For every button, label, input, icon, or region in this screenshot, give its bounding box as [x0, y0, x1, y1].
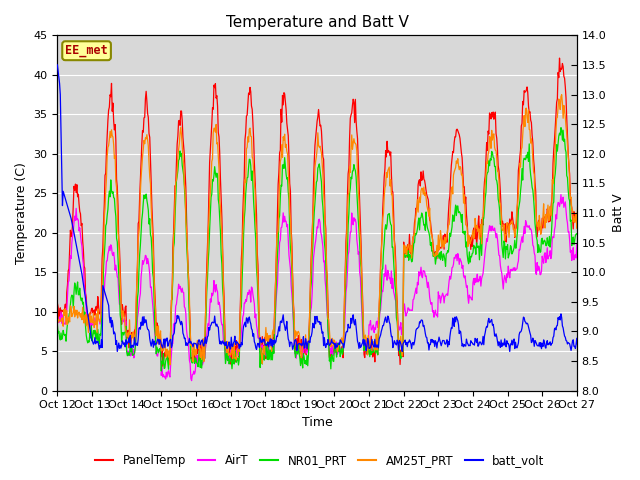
NR01_PRT: [221, 343, 228, 348]
PanelTemp: [248, 107, 256, 112]
PanelTemp: [392, 260, 399, 265]
NR01_PRT: [557, 125, 565, 131]
X-axis label: Time: Time: [301, 416, 333, 429]
PanelTemp: [423, 192, 431, 198]
batt_volt: [118, 338, 126, 344]
Line: PanelTemp: PanelTemp: [58, 58, 611, 366]
NR01_PRT: [269, 344, 277, 349]
AM25T_PRT: [166, 362, 174, 368]
AirT: [607, 240, 614, 246]
batt_volt: [506, 348, 513, 354]
AirT: [221, 344, 228, 350]
AM25T_PRT: [423, 203, 431, 208]
AirT: [54, 318, 61, 324]
Title: Temperature and Batt V: Temperature and Batt V: [226, 15, 408, 30]
NR01_PRT: [392, 288, 399, 294]
batt_volt: [422, 334, 430, 340]
PanelTemp: [269, 335, 277, 341]
AirT: [269, 348, 277, 353]
batt_volt: [248, 326, 255, 332]
NR01_PRT: [607, 240, 614, 246]
batt_volt: [220, 339, 228, 345]
AM25T_PRT: [54, 312, 61, 317]
Legend: PanelTemp, AirT, NR01_PRT, AM25T_PRT, batt_volt: PanelTemp, AirT, NR01_PRT, AM25T_PRT, ba…: [91, 449, 549, 472]
PanelTemp: [607, 213, 614, 219]
AM25T_PRT: [607, 211, 614, 217]
batt_volt: [269, 344, 276, 350]
NR01_PRT: [54, 322, 61, 328]
NR01_PRT: [157, 368, 165, 374]
AM25T_PRT: [593, 90, 600, 96]
AirT: [557, 192, 565, 197]
batt_volt: [607, 340, 614, 346]
AirT: [188, 378, 195, 384]
AirT: [248, 285, 256, 291]
AirT: [118, 314, 126, 320]
AM25T_PRT: [118, 317, 126, 323]
NR01_PRT: [248, 168, 256, 174]
Line: NR01_PRT: NR01_PRT: [58, 128, 611, 371]
AirT: [392, 299, 399, 304]
Text: EE_met: EE_met: [65, 44, 108, 57]
PanelTemp: [118, 302, 126, 308]
Y-axis label: Batt V: Batt V: [612, 194, 625, 232]
batt_volt: [54, 62, 61, 68]
Line: AirT: AirT: [58, 194, 611, 381]
AM25T_PRT: [392, 266, 399, 272]
AM25T_PRT: [221, 324, 228, 329]
PanelTemp: [221, 324, 228, 330]
NR01_PRT: [423, 221, 431, 227]
Line: batt_volt: batt_volt: [58, 65, 611, 351]
PanelTemp: [556, 55, 563, 61]
AirT: [423, 278, 431, 284]
PanelTemp: [54, 300, 61, 306]
batt_volt: [391, 339, 399, 345]
AM25T_PRT: [248, 154, 256, 160]
PanelTemp: [159, 363, 166, 369]
AM25T_PRT: [269, 327, 277, 333]
Line: AM25T_PRT: AM25T_PRT: [58, 93, 611, 365]
NR01_PRT: [118, 330, 126, 336]
Y-axis label: Temperature (C): Temperature (C): [15, 162, 28, 264]
